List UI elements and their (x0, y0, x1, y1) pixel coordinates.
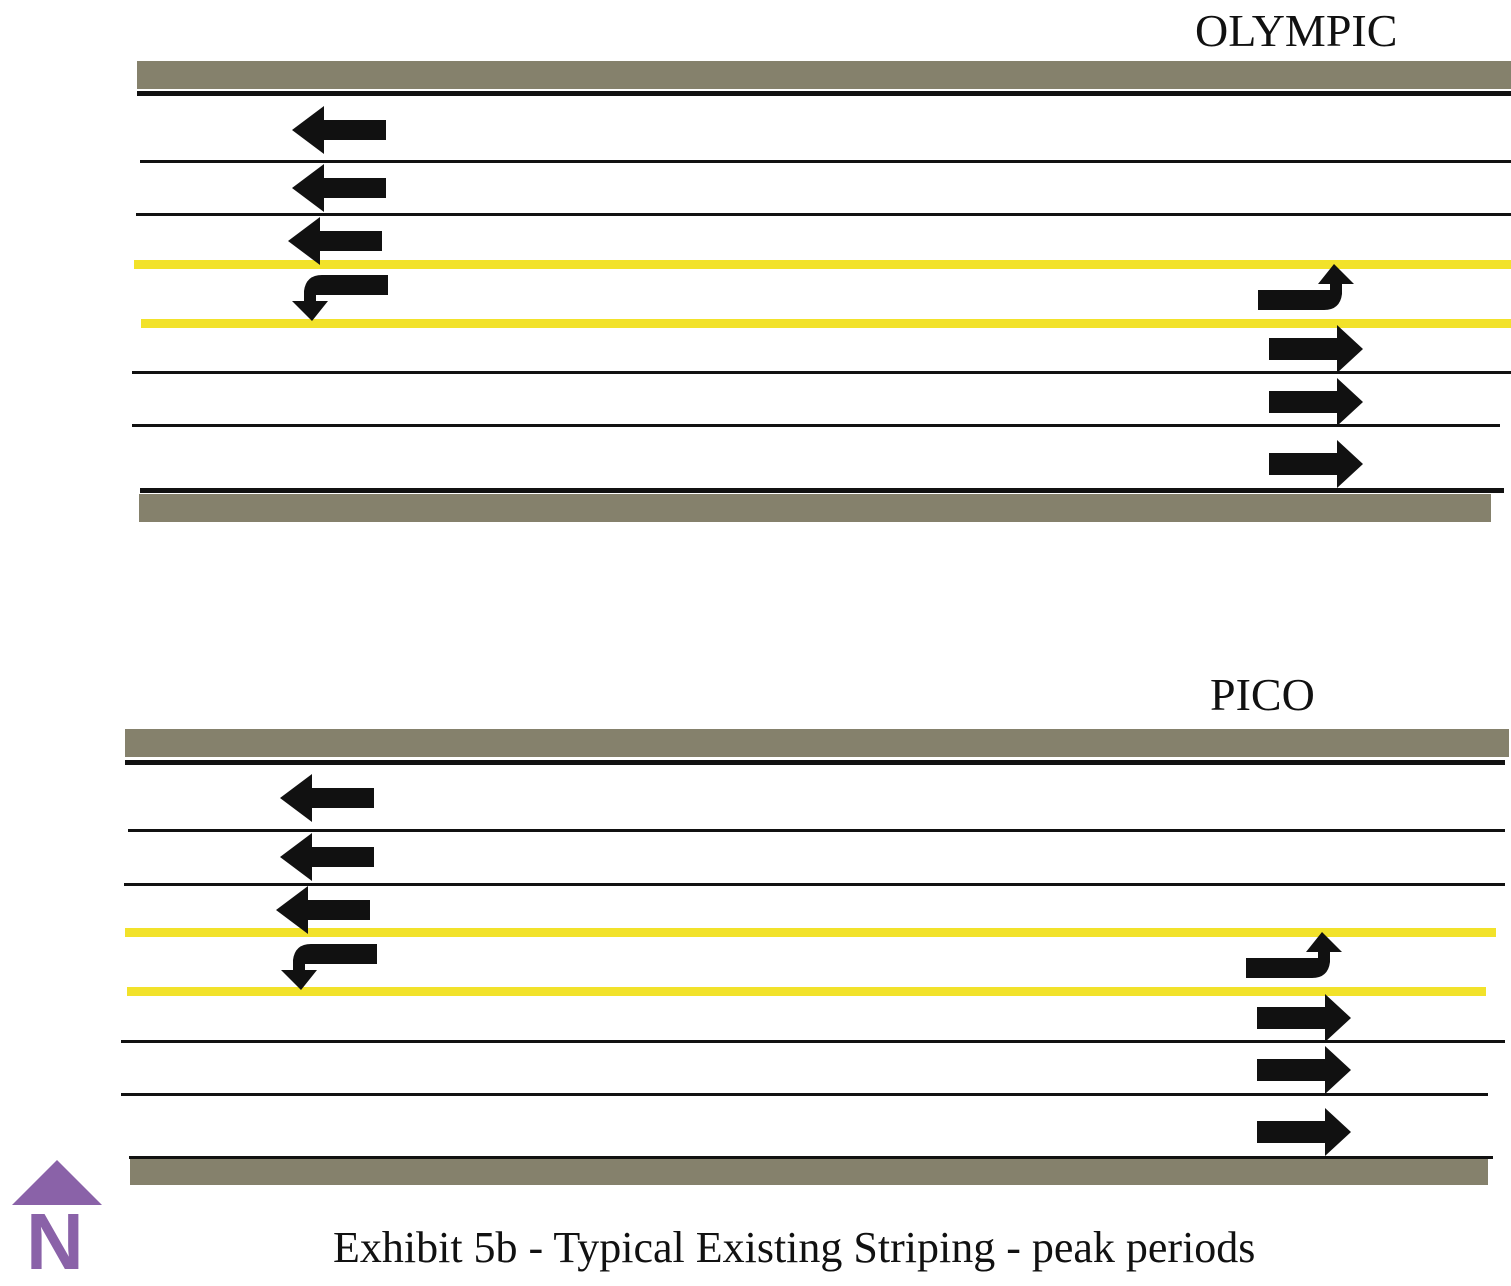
westbound-through-arrow (280, 833, 374, 881)
street-olympic (132, 61, 1511, 522)
south-edge-line (140, 488, 1504, 493)
north-edge-line (137, 91, 1511, 96)
westbound-left-turn-arrow (281, 944, 377, 990)
eastbound-through-arrow (1257, 1108, 1351, 1156)
eastbound-left-turn-arrow (1246, 932, 1342, 978)
lane-line (121, 1040, 1505, 1043)
median-line (125, 928, 1496, 937)
lane-line (132, 424, 1500, 427)
lane-line (124, 883, 1505, 886)
street-pico (121, 729, 1509, 1185)
westbound-through-arrow (288, 217, 382, 265)
lane-line (136, 213, 1511, 216)
eastbound-through-arrow (1257, 1046, 1351, 1094)
eastbound-through-arrow (1269, 325, 1363, 373)
westbound-through-arrow (292, 106, 386, 154)
eastbound-left-turn-arrow (1258, 264, 1354, 310)
eastbound-through-arrow (1269, 440, 1363, 488)
south-curb (130, 1159, 1488, 1185)
north-edge-line (125, 760, 1505, 765)
south-edge-line (129, 1156, 1493, 1159)
exhibit-caption: Exhibit 5b - Typical Existing Striping -… (333, 1223, 1256, 1272)
median-line (127, 987, 1486, 996)
lane-line (121, 1093, 1488, 1096)
median-line (141, 319, 1511, 328)
south-curb (139, 494, 1491, 522)
street-label-olympic: OLYMPIC (1195, 5, 1398, 56)
north-curb (125, 729, 1509, 757)
westbound-through-arrow (276, 886, 370, 934)
eastbound-through-arrow (1257, 994, 1351, 1042)
north-curb (137, 61, 1511, 89)
lane-line (128, 829, 1505, 832)
north-arrow-icon (12, 1160, 102, 1205)
westbound-through-arrow (292, 164, 386, 212)
eastbound-through-arrow (1269, 378, 1363, 426)
lane-line (140, 160, 1511, 163)
lane-line (132, 371, 1511, 374)
median-line (134, 260, 1511, 269)
westbound-through-arrow (280, 774, 374, 822)
street-label-pico: PICO (1210, 669, 1315, 720)
north-letter: N (26, 1197, 84, 1286)
westbound-left-turn-arrow (292, 275, 388, 321)
